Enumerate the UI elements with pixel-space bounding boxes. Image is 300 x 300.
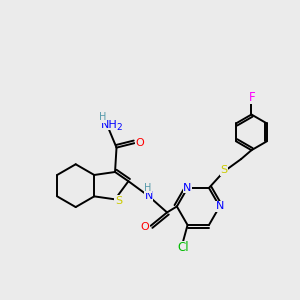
Text: 2: 2 <box>116 123 122 132</box>
Text: F: F <box>249 91 255 104</box>
Text: Cl: Cl <box>177 242 189 254</box>
Text: H: H <box>144 183 152 193</box>
Text: S: S <box>220 165 227 176</box>
Text: O: O <box>140 222 149 232</box>
Text: O: O <box>135 138 144 148</box>
Text: N: N <box>144 191 153 201</box>
Text: S: S <box>115 196 122 206</box>
Text: H: H <box>98 112 105 122</box>
Text: H: H <box>99 112 106 122</box>
Text: NH: NH <box>101 120 118 130</box>
Text: N: N <box>183 183 192 193</box>
Text: N: N <box>215 202 224 212</box>
Text: N: N <box>105 120 113 130</box>
